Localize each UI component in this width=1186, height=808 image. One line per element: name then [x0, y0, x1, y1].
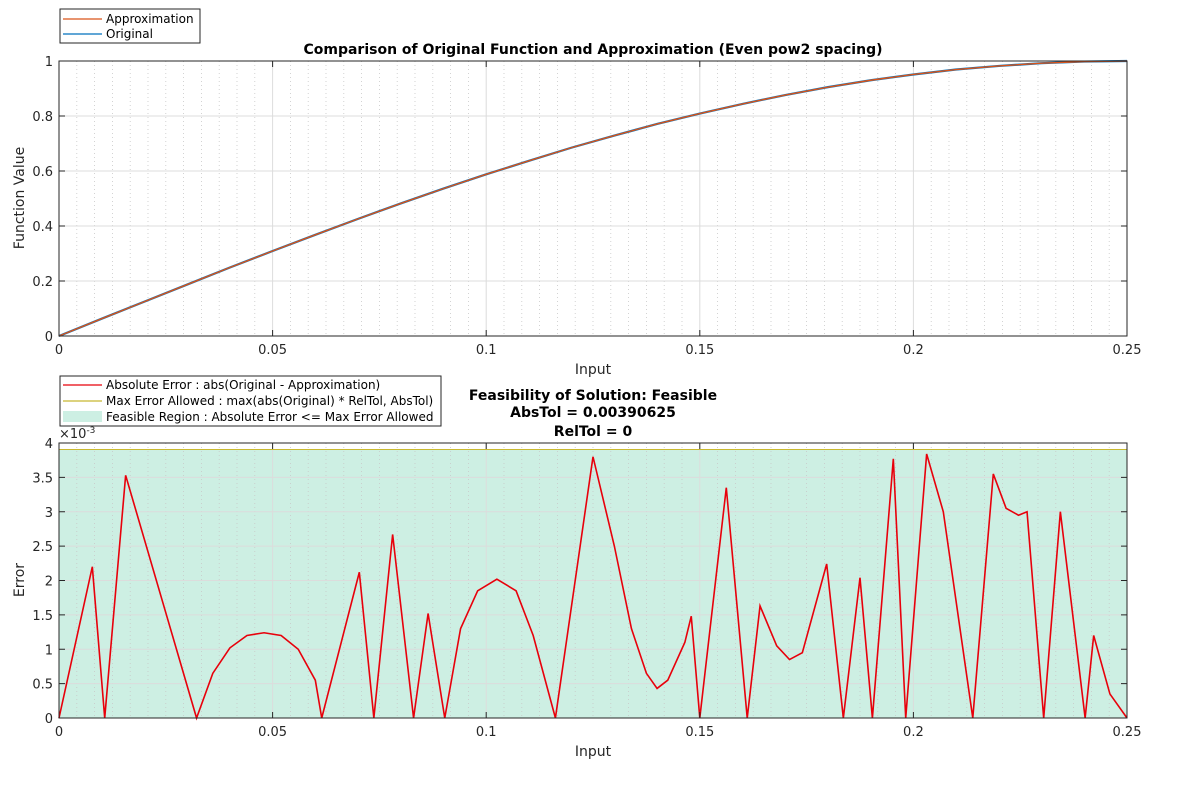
bottom-y-axis-label: Error [12, 563, 28, 597]
bottom-title-line-1: Feasibility of Solution: Feasible [469, 388, 717, 404]
bottom-y-tick-label: 4 [45, 437, 53, 452]
legend-original-label: Original [106, 27, 153, 41]
top-plot-area [59, 61, 1127, 336]
top-y-tick-label: 0.6 [32, 165, 53, 180]
top-x-axis-label: Input [575, 362, 612, 378]
legend-feasible-region-swatch [63, 411, 102, 422]
bottom-ticks: 0 0.05 0.1 0.15 0.2 0.25 0 0.5 1 1.5 2 2.5 3 3.5 4 [32, 437, 1141, 740]
legend-approximation-label: Approximation [106, 12, 194, 26]
bottom-title-line-2: AbsTol = 0.00390625 [510, 405, 676, 421]
top-chart: 0 0.05 0.1 0.15 0.2 0.25 0 0.2 0.4 0.6 0.8 1 Compar… [12, 8, 1141, 378]
series-approximation-line [58, 60, 1128, 337]
bottom-y-tick-label: 3 [45, 506, 53, 521]
top-x-tick-label: 0.15 [685, 343, 714, 358]
bottom-y-tick-label: 0.5 [32, 678, 53, 693]
bottom-x-tick-label: 0.05 [258, 725, 287, 740]
top-x-tick-label: 0 [55, 343, 63, 358]
bottom-y-tick-label: 0 [45, 712, 53, 727]
top-x-tick-label: 0.05 [258, 343, 287, 358]
top-chart-title: Comparison of Original Function and Appr… [303, 42, 882, 58]
legend-absolute-error-label: Absolute Error : abs(Original - Approxim… [106, 378, 380, 392]
top-y-axis-label: Function Value [12, 147, 28, 249]
bottom-x-tick-label: 0.1 [476, 725, 497, 740]
top-ticks: 0 0.05 0.1 0.15 0.2 0.25 0 0.2 0.4 0.6 0.8 1 [32, 55, 1141, 358]
bottom-x-tick-label: 0.15 [685, 725, 714, 740]
bottom-y-tick-label: 3.5 [32, 471, 53, 486]
top-x-tick-label: 0.25 [1113, 343, 1142, 358]
bottom-y-tick-label: 2.5 [32, 540, 53, 555]
top-y-tick-label: 0.2 [32, 275, 53, 290]
bottom-title-line-3: RelTol = 0 [554, 424, 633, 440]
bottom-y-tick-label: 1 [45, 643, 53, 658]
legend-max-error-label: Max Error Allowed : max(abs(Original) * … [106, 394, 433, 408]
top-y-tick-label: 0 [45, 330, 53, 345]
bottom-x-tick-label: 0.2 [903, 725, 924, 740]
absolute-error-line [58, 453, 1128, 721]
bottom-legend: Absolute Error : abs(Original - Approxim… [59, 375, 442, 427]
exponent-label: ×10-3 [59, 426, 95, 442]
top-legend-box [59, 8, 201, 44]
top-y-tick-label: 0.4 [32, 220, 53, 235]
top-x-tick-label: 0.1 [476, 343, 497, 358]
bottom-chart: 0 0.05 0.1 0.15 0.2 0.25 0 0.5 1 1.5 2 2.5 3 3.5 4 Fea… [12, 375, 1141, 760]
top-series [58, 59, 1128, 338]
bottom-y-tick-label: 2 [45, 575, 53, 590]
top-y-tick-label: 1 [45, 55, 53, 70]
legend-feasible-region-label: Feasible Region : Absolute Error <= Max … [106, 410, 433, 424]
top-grid [59, 61, 1127, 336]
bottom-legend-box [59, 375, 442, 427]
top-x-tick-label: 0.2 [903, 343, 924, 358]
top-legend: Approximation Original [59, 8, 201, 44]
top-y-tick-label: 0.8 [32, 110, 53, 125]
bottom-x-axis-label: Input [575, 744, 612, 760]
top-axes-box [58, 60, 1128, 337]
bottom-y-tick-label: 1.5 [32, 609, 53, 624]
bottom-x-tick-label: 0 [55, 725, 63, 740]
bottom-x-tick-label: 0.25 [1113, 725, 1142, 740]
